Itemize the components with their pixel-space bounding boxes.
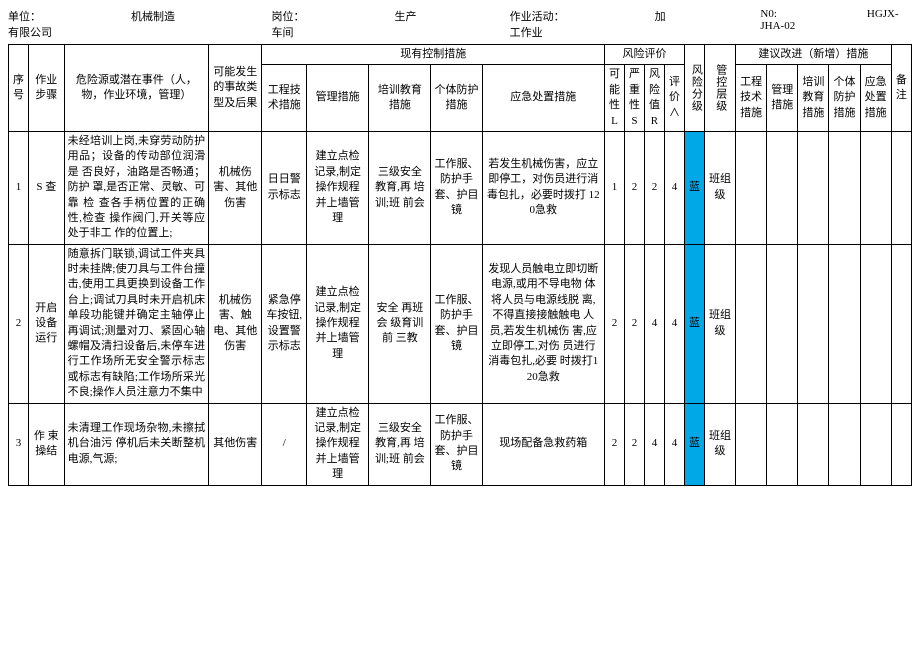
cell-score: 4 (664, 131, 684, 244)
cell-i-emerg (860, 131, 891, 244)
col-event: 可能发生的事故类 型及后果 (209, 45, 262, 132)
cell-i-emerg (860, 244, 891, 403)
header-row-1: 序号 作业 步骤 危险源或潜在事件（人，物，作业环境，管理） 可能发生的事故类 … (9, 45, 912, 65)
cell-S: 2 (624, 244, 644, 403)
col-R: 风险值R (644, 65, 664, 132)
cell-score: 4 (664, 403, 684, 485)
cell-i-eng (736, 131, 767, 244)
doc-header: 单位：机械制造有限公司 岗位：生产车间 作业活动：加工作业 N0:HGJX-JH… (8, 8, 912, 40)
cell-i-mgmt (767, 131, 798, 244)
col-grade: 风险分级 (684, 45, 704, 132)
col-train: 培训教育 措施 (369, 65, 431, 132)
col-ppe: 个体防护措施 (431, 65, 482, 132)
cell-i-mgmt (767, 244, 798, 403)
post-label: 岗位：生产车间 (271, 8, 419, 40)
cell-emerg: 发现人员触电立即切断电源,或用不导电物 体将人员与电源线脱 离,不得直接接触触电… (482, 244, 604, 403)
cell-i-ppe (829, 403, 860, 485)
cell-R: 2 (644, 131, 664, 244)
table-row: 1S 查未经培训上岗,未穿劳动防护 用品；设备的传动部位润滑是 否良好，油路是否… (9, 131, 912, 244)
cell-step: 开启 设备 运行 (29, 244, 65, 403)
cell-mgmt: 建立点检 记录,制定 操作规程 并上墙管 理 (306, 403, 368, 485)
col-seq: 序号 (9, 45, 29, 132)
cell-step: 作 束 操结 (29, 403, 65, 485)
col-ctrl-level: 管控层级 (704, 45, 735, 132)
cell-train: 三级安全 教育,再 培训;班 前会 (369, 131, 431, 244)
col-note: 备注 (891, 45, 911, 132)
cell-R: 4 (644, 244, 664, 403)
cell-grade: 蓝 (684, 403, 704, 485)
col-emerg: 应急处置措施 (482, 65, 604, 132)
cell-hazard: 随意拆门联锁,调试工件夹具 时未挂牌;使刀具与工件台撞 击,使用工具更换到设备工… (64, 244, 209, 403)
cell-i-emerg (860, 403, 891, 485)
cell-ppe: 工作服、防护手 套、护目 镜 (431, 403, 482, 485)
cell-i-mgmt (767, 403, 798, 485)
cell-i-ppe (829, 244, 860, 403)
cell-ppe: 工作服、防护手 套、护目 镜 (431, 244, 482, 403)
cell-S: 2 (624, 131, 644, 244)
cell-emerg: 若发生机械伤害，应立即停工，对伤员进行消毒包扎，必要时拨打 120急救 (482, 131, 604, 244)
cell-event: 其他伤害 (209, 403, 262, 485)
unit-label: 单位：机械制造有限公司 (8, 8, 181, 40)
cell-seq: 3 (9, 403, 29, 485)
cell-train: 三级安全 教育,再 培训;班 前会 (369, 403, 431, 485)
col-risk-group: 风险评价 (604, 45, 684, 65)
cell-event: 机械伤害、触电、其他伤害 (209, 244, 262, 403)
cell-hazard: 未经培训上岗,未穿劳动防护 用品；设备的传动部位润滑是 否良好，油路是否畅通；防… (64, 131, 209, 244)
col-S: 严重性S (624, 65, 644, 132)
cell-i-train (798, 131, 829, 244)
cell-note (891, 403, 911, 485)
table-row: 2开启 设备 运行随意拆门联锁,调试工件夹具 时未挂牌;使刀具与工件台撞 击,使… (9, 244, 912, 403)
jha-table: 序号 作业 步骤 危险源或潜在事件（人，物，作业环境，管理） 可能发生的事故类 … (8, 44, 912, 486)
cell-i-eng (736, 403, 767, 485)
table-row: 3作 束 操结未清理工作现场杂物,未擦拭 机台油污 停机后未关断整机 电源,气源… (9, 403, 912, 485)
cell-train: 安全 再班 会 级育训前 三教 (369, 244, 431, 403)
col-i-emerg: 应急处置措施 (860, 65, 891, 132)
cell-eng: / (262, 403, 306, 485)
cell-L: 1 (604, 131, 624, 244)
cell-note (891, 131, 911, 244)
cell-grade: 蓝 (684, 244, 704, 403)
cell-L: 2 (604, 244, 624, 403)
cell-mgmt: 建立点检 记录,制定 操作规程 并上墙管 理 (306, 131, 368, 244)
cell-eng: 紧急停车按钮,设置警示标志 (262, 244, 306, 403)
col-eng: 工程技术措施 (262, 65, 306, 132)
cell-hazard: 未清理工作现场杂物,未擦拭 机台油污 停机后未关断整机 电源,气源; (64, 403, 209, 485)
col-mgmt: 管理措施 (306, 65, 368, 132)
cell-L: 2 (604, 403, 624, 485)
col-L: 可能性L (604, 65, 624, 132)
doc-no: N0:HGJX-JHA-02 (760, 8, 912, 40)
col-i-mgmt: 管理措施 (767, 65, 798, 132)
cell-emerg: 现场配备急救药箱 (482, 403, 604, 485)
col-current-group: 现有控制措施 (262, 45, 604, 65)
cell-mgmt: 建立点检 记录,制定 操作规程 并上墙管 理 (306, 244, 368, 403)
cell-eng: 日日警示标志 (262, 131, 306, 244)
cell-step: S 查 (29, 131, 65, 244)
col-score: 评价∧ (664, 65, 684, 132)
cell-i-train (798, 403, 829, 485)
col-improve-group: 建议改进（新增）措施 (736, 45, 892, 65)
cell-ctrl-level: 班组级 (704, 131, 735, 244)
cell-seq: 2 (9, 244, 29, 403)
col-i-ppe: 个体防护措施 (829, 65, 860, 132)
cell-note (891, 244, 911, 403)
activity-label: 作业活动：加工作业 (510, 8, 671, 40)
cell-ctrl-level: 班组级 (704, 244, 735, 403)
cell-ppe: 工作服、防护手 套、护目 镜 (431, 131, 482, 244)
cell-i-train (798, 244, 829, 403)
col-i-train: 培训教育措施 (798, 65, 829, 132)
col-step: 作业 步骤 (29, 45, 65, 132)
cell-i-ppe (829, 131, 860, 244)
cell-ctrl-level: 班组级 (704, 403, 735, 485)
cell-score: 4 (664, 244, 684, 403)
col-hazard: 危险源或潜在事件（人，物，作业环境，管理） (64, 45, 209, 132)
cell-seq: 1 (9, 131, 29, 244)
cell-event: 机械伤害、其他伤害 (209, 131, 262, 244)
cell-S: 2 (624, 403, 644, 485)
cell-R: 4 (644, 403, 664, 485)
cell-grade: 蓝 (684, 131, 704, 244)
col-i-eng: 工程技术措施 (736, 65, 767, 132)
cell-i-eng (736, 244, 767, 403)
